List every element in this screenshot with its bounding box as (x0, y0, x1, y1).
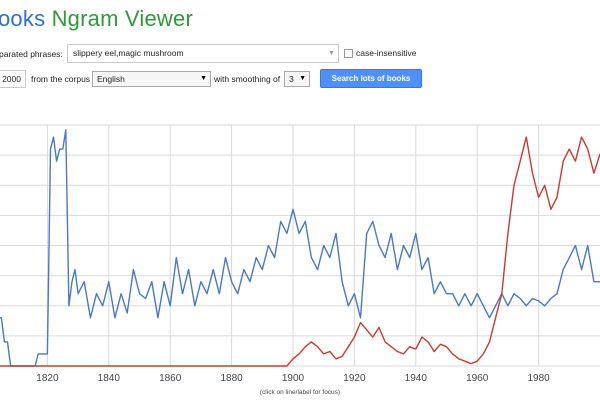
case-insensitive-label: case-insensitive (356, 48, 417, 58)
corpus-chevron-icon: ▼ (200, 75, 207, 82)
series-line-2[interactable] (0, 136, 600, 367)
x-tick-label: 1960 (466, 373, 489, 384)
series-line-1[interactable] (0, 129, 600, 367)
x-tick-label: 1980 (527, 373, 550, 384)
app-logo[interactable]: ooks Ngram Viewer (0, 6, 193, 32)
x-tick-label: 1940 (405, 373, 428, 384)
case-insensitive-checkbox[interactable] (344, 49, 353, 58)
x-tick-label: 1920 (343, 373, 366, 384)
x-tick-label: 1860 (159, 373, 182, 384)
smoothing-label: with smoothing of (214, 74, 281, 84)
chart-series[interactable] (0, 129, 600, 367)
x-tick-label: 1820 (36, 373, 59, 384)
x-tick-label: 1880 (220, 373, 243, 384)
corpus-select[interactable]: English ▼ (92, 71, 211, 87)
logo-ngram-viewer: Ngram Viewer (51, 6, 193, 31)
phrases-dropdown-icon[interactable]: ▼ (328, 50, 335, 57)
logo-books: ooks (0, 6, 46, 31)
smoothing-value: 3 (289, 74, 294, 84)
year-end-input[interactable]: 2000 (0, 70, 26, 88)
smoothing-select[interactable]: 3 ▼ (284, 71, 310, 87)
search-button[interactable]: Search lots of books (320, 69, 422, 88)
x-axis-ticks: 1820 1840 1860 1880 1900 1920 1940 1960 1980 (36, 373, 550, 384)
corpus-label: from the corpus (31, 74, 91, 84)
chart-note: (click on line/label for focus) (260, 389, 340, 396)
ngram-chart[interactable]: 1820 1840 1860 1880 1900 1920 1940 1960 1980 (cl… (0, 118, 600, 400)
phrases-label: parated phrases: (0, 49, 63, 59)
x-tick-label: 1840 (98, 373, 121, 384)
phrases-input[interactable]: slippery eel,magic mushroom (67, 44, 339, 63)
smoothing-chevron-icon: ▼ (299, 75, 306, 82)
chart-grid (0, 124, 600, 367)
corpus-value: English (97, 74, 125, 84)
x-tick-label: 1900 (282, 373, 305, 384)
